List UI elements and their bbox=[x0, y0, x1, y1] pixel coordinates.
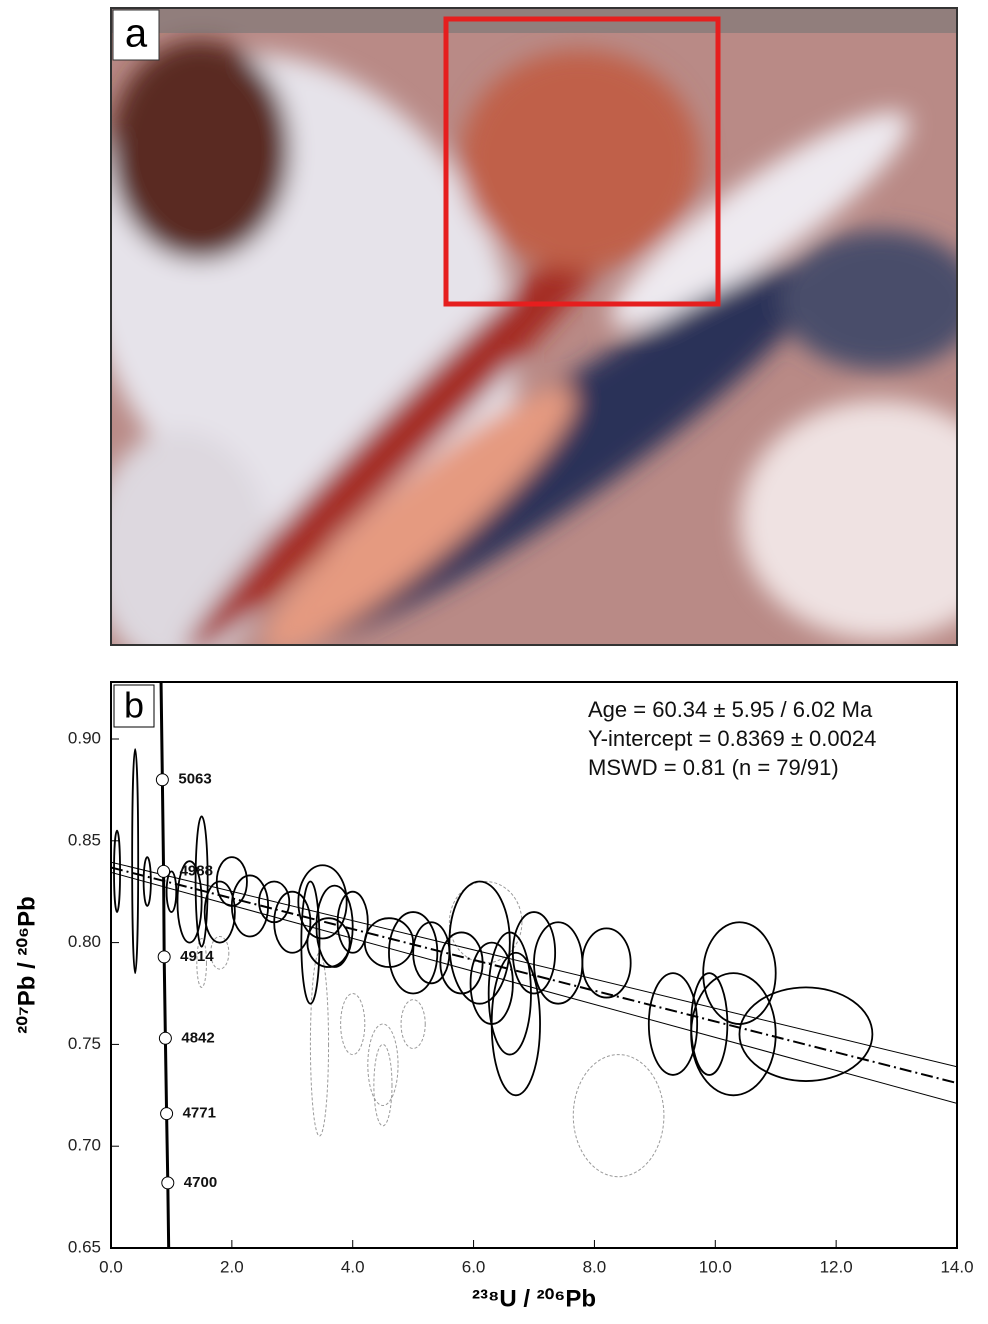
y-axis-label: ²⁰⁷Pb / ²⁰⁶Pb bbox=[13, 896, 40, 1034]
panel-label: a bbox=[125, 12, 148, 56]
y-tick-label: 0.65 bbox=[68, 1237, 101, 1256]
x-tick-label: 4.0 bbox=[341, 1257, 365, 1276]
concordia-point bbox=[159, 1032, 171, 1044]
photo bbox=[0, 0, 988, 679]
concordia-point bbox=[161, 1108, 173, 1120]
figure: a 0.0 2.0 4.0 6.0 8.0 10.0 12.0 14.0 0.65 0.70 0.7… bbox=[0, 0, 988, 1319]
page: {"panel_a": {"label": "a"}, "chart_data"… bbox=[0, 0, 988, 1324]
y-tick-label: 0.75 bbox=[68, 1034, 101, 1053]
annotation: Y-intercept = 0.8369 ± 0.0024 bbox=[588, 726, 876, 751]
y-tick-label: 0.85 bbox=[68, 830, 101, 849]
concordia-point bbox=[158, 865, 170, 877]
age-label: 4771 bbox=[183, 1105, 216, 1122]
age-label: 4700 bbox=[184, 1174, 217, 1191]
x-tick-label: 2.0 bbox=[220, 1257, 244, 1276]
concordia-point bbox=[156, 774, 168, 786]
concordia-point bbox=[162, 1177, 174, 1189]
x-tick-label: 6.0 bbox=[462, 1257, 486, 1276]
annotation: Age = 60.34 ± 5.95 / 6.02 Ma bbox=[588, 697, 873, 722]
age-label: 4914 bbox=[180, 948, 214, 965]
panel-label: b bbox=[124, 685, 144, 726]
x-tick-label: 14.0 bbox=[940, 1257, 973, 1276]
x-tick-label: 0.0 bbox=[99, 1257, 123, 1276]
x-tick-label: 10.0 bbox=[699, 1257, 732, 1276]
x-tick-label: 8.0 bbox=[583, 1257, 607, 1276]
concordia-point bbox=[158, 951, 170, 963]
x-tick-label: 12.0 bbox=[820, 1257, 853, 1276]
y-tick-label: 0.90 bbox=[68, 728, 101, 747]
age-label: 5063 bbox=[178, 771, 211, 788]
age-label: 4842 bbox=[181, 1029, 214, 1046]
x-axis-label: ²³⁸U / ²⁰⁶Pb bbox=[472, 1285, 596, 1312]
y-tick-label: 0.70 bbox=[68, 1136, 101, 1155]
annotation: MSWD = 0.81 (n = 79/91) bbox=[588, 755, 839, 780]
y-tick-label: 0.80 bbox=[68, 932, 101, 951]
age-label: 4988 bbox=[180, 862, 213, 879]
